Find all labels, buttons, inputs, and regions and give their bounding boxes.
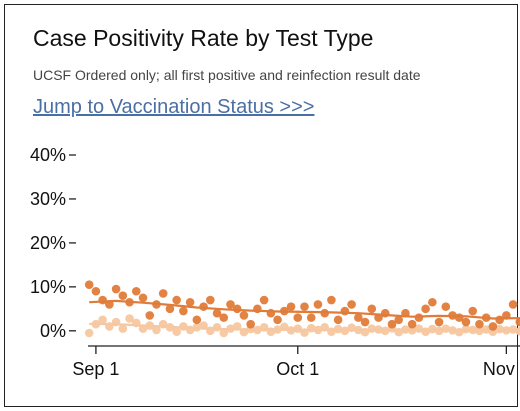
data-point (347, 300, 356, 309)
y-tick-label: 30% (30, 189, 66, 209)
data-point (508, 300, 518, 309)
data-point (434, 317, 444, 327)
chart-card: Case Positivity Rate by Test Type UCSF O… (4, 4, 518, 407)
data-point (125, 314, 134, 323)
y-tick-label: 20% (30, 233, 66, 253)
data-point (172, 295, 181, 305)
data-point (226, 300, 235, 309)
data-point (394, 315, 404, 325)
data-point (333, 315, 343, 325)
data-point (407, 319, 417, 329)
data-point (185, 297, 195, 307)
chart-title: Case Positivity Rate by Test Type (33, 25, 374, 51)
data-point (118, 324, 128, 333)
data-point (387, 319, 397, 329)
data-point (212, 322, 222, 332)
data-point (199, 302, 208, 311)
trend-line (89, 322, 520, 332)
data-point (488, 322, 498, 331)
data-point (192, 315, 202, 325)
data-point (313, 300, 323, 309)
chart-subtitle: UCSF Ordered only; all first positive an… (33, 67, 421, 83)
data-point (293, 313, 303, 322)
y-tick-label: 40% (30, 145, 66, 165)
data-point (286, 302, 296, 311)
data-point (172, 327, 181, 336)
y-tick-label: 0% (40, 321, 66, 341)
data-point (111, 284, 121, 294)
data-point (98, 315, 107, 325)
plot-area (84, 280, 520, 338)
data-point (165, 304, 175, 314)
data-point (179, 306, 188, 316)
data-point (212, 308, 222, 318)
data-point (306, 313, 316, 322)
data-point (219, 328, 229, 338)
data-point (239, 311, 249, 320)
y-axis: 0% 10% 20% 30% 40% (30, 145, 76, 341)
y-tick-label: 10% (30, 277, 66, 297)
data-point (131, 286, 141, 296)
data-point (273, 315, 282, 325)
data-point (354, 313, 363, 322)
data-point (152, 325, 161, 335)
data-point (84, 280, 94, 289)
data-point (246, 319, 255, 329)
data-point (428, 297, 437, 307)
data-point (206, 295, 215, 305)
jump-to-vaccination-link[interactable]: Jump to Vaccination Status >>> (33, 96, 315, 118)
x-axis: Sep 1 Oct 1 Nov 1 (72, 345, 520, 379)
data-point (145, 311, 155, 320)
data-point (118, 291, 128, 300)
data-point (475, 319, 484, 329)
data-point (421, 304, 430, 314)
data-point (367, 304, 377, 314)
data-point (84, 328, 94, 338)
data-point (360, 317, 370, 327)
data-point (158, 289, 168, 298)
data-point (219, 313, 229, 322)
data-point (300, 302, 309, 311)
x-tick-label: Sep 1 (72, 359, 119, 379)
data-point (91, 286, 101, 296)
trend-line (89, 299, 520, 320)
data-point (340, 306, 350, 316)
data-point (461, 317, 471, 327)
data-point (468, 306, 478, 316)
x-tick-label: Nov 1 (483, 359, 520, 379)
x-tick-label: Oct 1 (276, 359, 319, 379)
data-point (327, 295, 336, 305)
data-point (515, 317, 520, 327)
data-point (259, 295, 269, 305)
data-point (441, 302, 451, 311)
data-point (138, 293, 148, 303)
